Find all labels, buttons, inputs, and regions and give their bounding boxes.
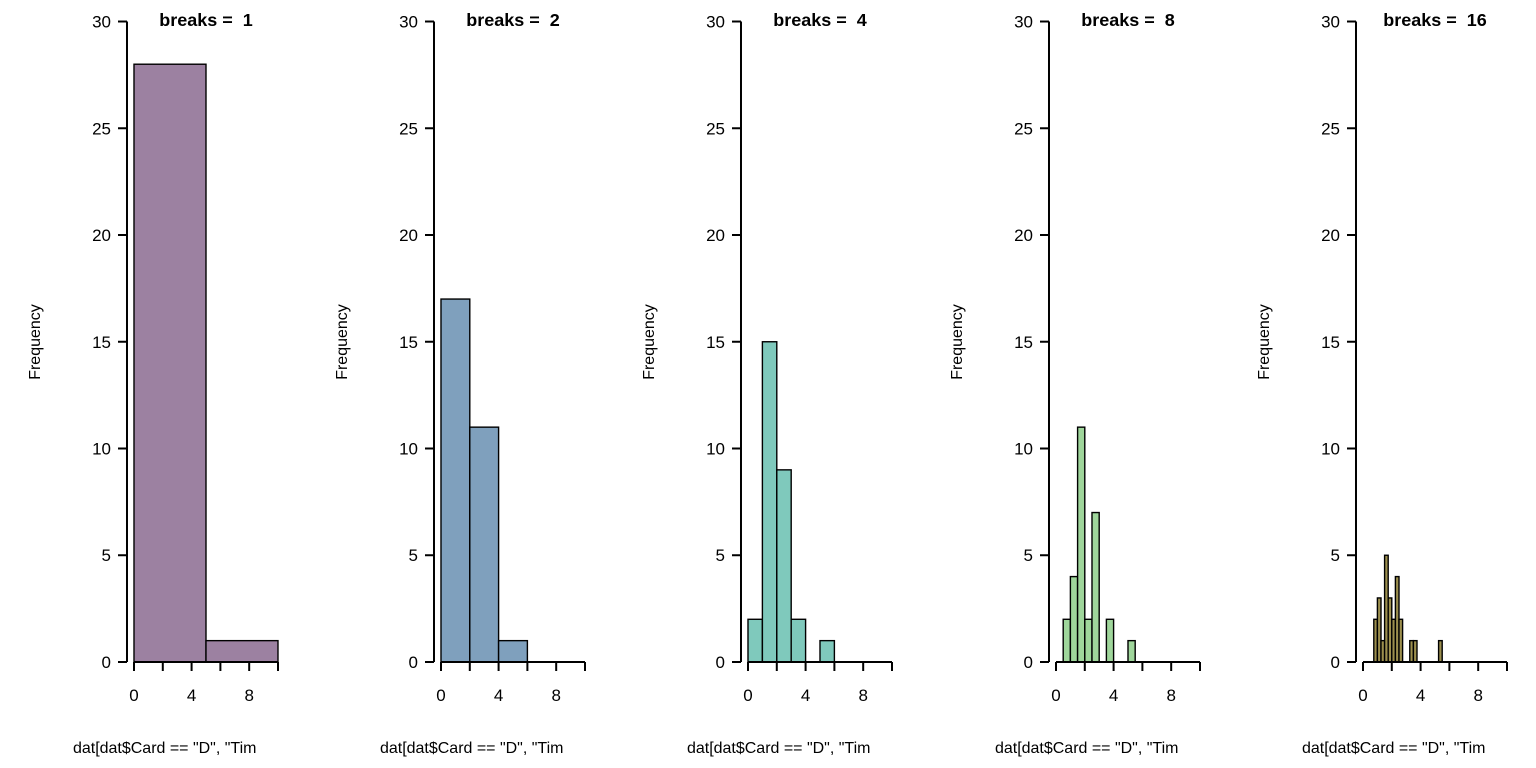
histogram-plot: breaks = 4 0 5 10 15 20 25 30 0 4 8 Frequency dat[da… xyxy=(641,10,894,757)
y-axis-label: Frequency xyxy=(27,304,44,380)
histogram-bar xyxy=(1437,639,1443,663)
histogram-bar xyxy=(469,426,500,663)
x-tick-label: 4 xyxy=(801,686,810,705)
histogram-bar xyxy=(1062,618,1071,663)
x-axis-label: dat[dat$Card == "D", "Tim xyxy=(995,740,1178,757)
y-tick-label: 5 xyxy=(102,546,111,565)
y-tick-label: 5 xyxy=(716,546,725,565)
y-tick-label: 10 xyxy=(706,439,725,458)
y-tick-label: 25 xyxy=(1014,119,1033,138)
x-tick-label: 0 xyxy=(744,686,753,705)
histogram-bar xyxy=(1126,639,1136,663)
y-tick-label: 10 xyxy=(1321,439,1340,458)
panel-title: breaks = 16 xyxy=(1383,10,1487,30)
x-tick-label: 0 xyxy=(436,686,445,705)
y-tick-label: 10 xyxy=(399,439,418,458)
y-tick-label: 20 xyxy=(1014,226,1033,245)
histogram-bar xyxy=(1412,639,1418,663)
histogram-bar xyxy=(133,63,207,663)
histogram-bar xyxy=(1076,426,1086,663)
histogram-plot: breaks = 1 0 5 10 15 20 25 30 0 4 8 Frequency dat[da… xyxy=(27,10,279,757)
y-tick-label: 0 xyxy=(1023,653,1032,672)
y-tick-label: 5 xyxy=(1023,546,1032,565)
y-tick-label: 15 xyxy=(706,333,725,352)
y-axis-label: Frequency xyxy=(949,304,966,380)
histogram-bar xyxy=(205,639,279,663)
histogram-panel-3: breaks = 4 0 5 10 15 20 25 30 0 4 8 Frequency dat[da… xyxy=(614,0,921,768)
histogram-bar xyxy=(819,639,836,663)
histogram-bar xyxy=(1090,511,1100,663)
x-axis-label: dat[dat$Card == "D", "Tim xyxy=(687,740,870,757)
y-tick-label: 10 xyxy=(1014,439,1033,458)
histogram-bar xyxy=(790,618,807,663)
y-tick-label: 0 xyxy=(409,653,418,672)
histogram-plot: breaks = 8 0 5 10 15 20 25 30 0 4 8 Frequency dat[da… xyxy=(949,10,1201,757)
histogram-bar xyxy=(498,639,529,663)
y-tick-label: 30 xyxy=(706,13,725,32)
y-tick-label: 10 xyxy=(92,439,111,458)
panel-title: breaks = 2 xyxy=(466,10,559,30)
y-tick-label: 15 xyxy=(92,333,111,352)
y-axis-label: Frequency xyxy=(334,304,351,380)
y-tick-label: 30 xyxy=(1014,13,1033,32)
y-tick-label: 0 xyxy=(102,653,111,672)
x-tick-label: 8 xyxy=(244,686,253,705)
x-tick-label: 8 xyxy=(552,686,561,705)
histogram-bar xyxy=(1105,618,1114,663)
histogram-panel-4: breaks = 8 0 5 10 15 20 25 30 0 4 8 Frequency dat[da… xyxy=(922,0,1229,768)
y-tick-label: 15 xyxy=(1321,333,1340,352)
y-tick-label: 0 xyxy=(716,653,725,672)
y-tick-label: 20 xyxy=(92,226,111,245)
x-tick-label: 8 xyxy=(1473,686,1482,705)
y-tick-label: 25 xyxy=(399,119,418,138)
x-tick-label: 4 xyxy=(187,686,196,705)
x-tick-label: 4 xyxy=(1108,686,1117,705)
histogram-bar xyxy=(1083,618,1093,663)
panel-title: breaks = 4 xyxy=(774,10,868,30)
x-axis-label: dat[dat$Card == "D", "Tim xyxy=(1302,740,1485,757)
panel-title: breaks = 8 xyxy=(1081,10,1175,30)
x-tick-label: 8 xyxy=(859,686,868,705)
y-tick-label: 20 xyxy=(706,226,725,245)
histogram-panel-2: breaks = 2 0 5 10 15 20 25 30 0 4 8 Frequency dat[da… xyxy=(307,0,614,768)
y-tick-label: 5 xyxy=(1330,546,1339,565)
x-tick-label: 4 xyxy=(494,686,503,705)
y-tick-label: 0 xyxy=(1330,653,1339,672)
x-tick-label: 0 xyxy=(1051,686,1060,705)
y-tick-label: 20 xyxy=(1321,226,1340,245)
histogram-bar xyxy=(440,298,471,663)
histogram-bar xyxy=(762,341,778,663)
y-tick-label: 15 xyxy=(399,333,418,352)
x-axis-label: dat[dat$Card == "D", "Tim xyxy=(380,740,563,757)
y-tick-label: 30 xyxy=(399,13,418,32)
x-tick-label: 0 xyxy=(1358,686,1367,705)
y-tick-label: 15 xyxy=(1014,333,1033,352)
x-axis-label: dat[dat$Card == "D", "Tim xyxy=(73,740,256,757)
y-axis-label: Frequency xyxy=(1256,304,1273,380)
histogram-bar xyxy=(747,618,764,663)
x-tick-label: 0 xyxy=(129,686,138,705)
panel-title: breaks = 1 xyxy=(159,10,253,30)
histogram-panel-1: breaks = 1 0 5 10 15 20 25 30 0 4 8 Frequency dat[da… xyxy=(0,0,307,768)
y-tick-label: 25 xyxy=(92,119,111,138)
histogram-bar xyxy=(1069,575,1078,663)
x-tick-label: 8 xyxy=(1166,686,1175,705)
histogram-bar xyxy=(1398,618,1404,663)
y-tick-label: 5 xyxy=(409,546,418,565)
y-axis-label: Frequency xyxy=(641,304,658,380)
y-tick-label: 20 xyxy=(399,226,418,245)
y-tick-label: 25 xyxy=(706,119,725,138)
y-tick-label: 25 xyxy=(1321,119,1340,138)
x-tick-label: 4 xyxy=(1416,686,1425,705)
y-tick-label: 30 xyxy=(92,13,111,32)
histogram-plot: breaks = 2 0 5 10 15 20 25 30 0 4 8 Frequency dat[da… xyxy=(334,10,587,757)
y-tick-label: 30 xyxy=(1321,13,1340,32)
histogram-bar xyxy=(776,469,793,663)
histogram-panel-5: breaks = 16 0 5 10 15 20 25 30 0 4 8 Frequency dat[d… xyxy=(1229,0,1536,768)
histogram-plot: breaks = 16 0 5 10 15 20 25 30 0 4 8 Frequency dat[d… xyxy=(1256,10,1508,757)
